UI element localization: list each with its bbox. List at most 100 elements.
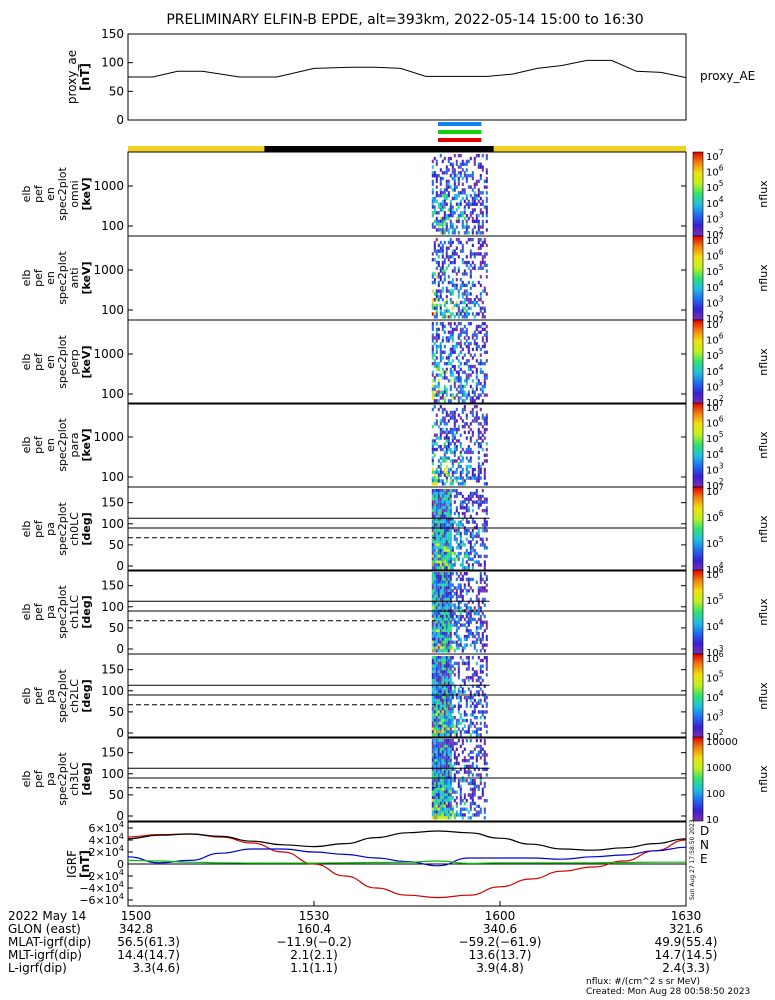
spec-pixel bbox=[471, 566, 474, 570]
spec-pixel bbox=[439, 620, 442, 624]
spec-pixel bbox=[461, 159, 464, 164]
spec-pixel bbox=[479, 387, 482, 392]
spec-pixel bbox=[445, 643, 448, 647]
spec-pixel bbox=[457, 710, 460, 714]
spec-pixel bbox=[439, 359, 442, 363]
spec-pixel bbox=[483, 289, 486, 293]
spec-pixel bbox=[453, 661, 456, 666]
spec-pixel bbox=[471, 531, 474, 536]
spec-pixel bbox=[441, 629, 444, 633]
spec-pixel bbox=[475, 312, 478, 316]
spec-pixel bbox=[485, 696, 488, 700]
spec-pixel bbox=[439, 312, 442, 316]
spec-pixel bbox=[443, 807, 446, 811]
spec-pixel bbox=[475, 612, 478, 616]
spec-pixel bbox=[441, 807, 444, 811]
spec-pixel bbox=[441, 784, 444, 789]
spec-pixel bbox=[473, 670, 476, 674]
spec-pixel bbox=[437, 801, 440, 806]
spec-pixel bbox=[485, 243, 488, 248]
spec-pixel bbox=[467, 494, 470, 499]
spec-pixel bbox=[475, 764, 478, 769]
spec-pixel bbox=[459, 476, 462, 480]
spec-pixel bbox=[435, 306, 438, 310]
spec-pixel bbox=[441, 756, 444, 760]
spec-pixel bbox=[457, 770, 460, 774]
spec-pixel bbox=[473, 208, 476, 212]
spec-pixel bbox=[439, 551, 442, 556]
spec-pixel bbox=[471, 176, 474, 181]
spec-pixel bbox=[439, 658, 442, 663]
spec-pixel bbox=[467, 260, 470, 265]
spec-pixel bbox=[435, 704, 438, 708]
spec-pixel bbox=[437, 667, 440, 671]
spec-pixel bbox=[445, 202, 448, 206]
spec-pixel bbox=[431, 188, 434, 192]
spec-pixel bbox=[477, 784, 480, 789]
spec-pixel bbox=[467, 225, 470, 229]
spec-pixel bbox=[443, 199, 446, 204]
spec-pixel bbox=[439, 494, 442, 499]
spec-pixel bbox=[479, 174, 482, 178]
spec-pixel bbox=[445, 356, 448, 360]
spec-pixel bbox=[451, 393, 454, 397]
spec-pixel bbox=[457, 586, 460, 590]
spec-pixel bbox=[439, 764, 442, 769]
spec-pixel bbox=[471, 396, 474, 400]
spec-pixel bbox=[435, 787, 438, 791]
spec-pixel bbox=[447, 353, 450, 357]
spec-pixel bbox=[431, 658, 434, 663]
spec-pixel bbox=[475, 540, 478, 544]
spec-pixel bbox=[435, 330, 438, 334]
spec-pixel bbox=[449, 298, 452, 302]
spec-pixel bbox=[431, 804, 434, 809]
spec-pixel bbox=[463, 188, 466, 192]
spec-pixel bbox=[449, 710, 452, 714]
spec-pixel bbox=[453, 649, 456, 653]
spec-pixel bbox=[467, 205, 470, 209]
spec-ylabel-line: pa bbox=[44, 772, 57, 786]
spec-pixel bbox=[431, 476, 434, 480]
spec-pixel bbox=[457, 333, 460, 337]
spec-pixel bbox=[471, 364, 474, 369]
spec-pixel bbox=[471, 779, 474, 783]
spec-pixel bbox=[441, 804, 444, 809]
spec-pixel bbox=[447, 707, 450, 711]
spec-pixel bbox=[435, 336, 438, 340]
spec-pixel bbox=[471, 199, 474, 204]
spec-pixel bbox=[441, 529, 444, 533]
spec-pixel bbox=[443, 384, 446, 389]
spec-pixel bbox=[431, 770, 434, 774]
spec-pixel bbox=[433, 646, 436, 650]
spec-pixel bbox=[433, 612, 436, 616]
spec-pixel bbox=[431, 773, 434, 777]
spec-pixel bbox=[433, 718, 436, 723]
spec-pixel bbox=[463, 312, 466, 316]
spec-pixel bbox=[435, 503, 438, 507]
spec-pixel bbox=[441, 208, 444, 212]
spec-pixel bbox=[445, 767, 448, 771]
spec-pixel bbox=[445, 603, 448, 607]
spec-pixel bbox=[439, 600, 442, 604]
spec-pixel bbox=[445, 799, 448, 803]
spec-pixel bbox=[461, 511, 464, 516]
spec-pixel bbox=[431, 482, 434, 486]
spec-pixel bbox=[435, 419, 438, 423]
spec-pixel bbox=[441, 727, 444, 731]
spec-pixel bbox=[457, 696, 460, 700]
spec-pixel bbox=[437, 750, 440, 754]
spec-pixel bbox=[449, 467, 452, 472]
colorbar-tick-label: 105 bbox=[706, 535, 724, 550]
colorbar-tick-label: 107 bbox=[706, 148, 724, 163]
spec-pixel bbox=[483, 333, 486, 337]
spec-pixel bbox=[433, 813, 436, 817]
spec-pixel bbox=[461, 750, 464, 754]
spec-pixel bbox=[437, 327, 440, 332]
spec-pixel bbox=[471, 379, 474, 383]
spec-pixel bbox=[435, 333, 438, 337]
spec-pixel bbox=[475, 376, 478, 380]
spec-pixel bbox=[481, 260, 484, 265]
spec-pixel bbox=[437, 367, 440, 372]
spec-pixel bbox=[435, 356, 438, 360]
spec-pixel bbox=[447, 179, 450, 184]
